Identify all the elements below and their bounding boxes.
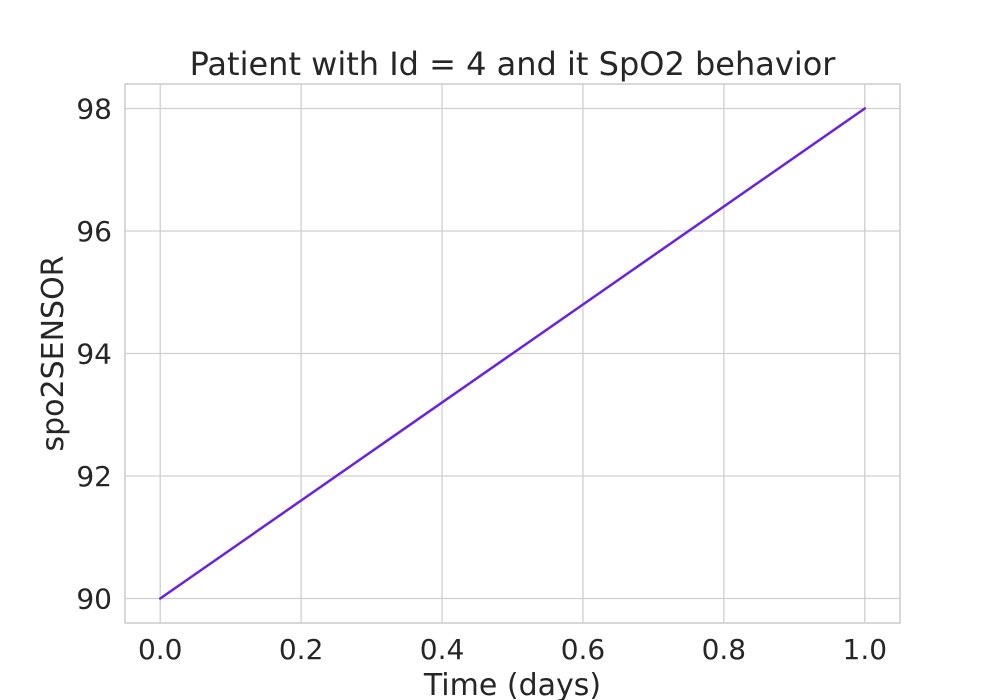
x-tick-label: 0.6 <box>561 633 606 666</box>
y-tick-label: 92 <box>76 460 112 493</box>
x-tick-label: 0.0 <box>138 633 183 666</box>
x-tick-label: 1.0 <box>843 633 888 666</box>
y-tick-label: 94 <box>76 338 112 371</box>
y-tick-labels: 90 92 94 96 98 <box>76 93 112 616</box>
plot-frame <box>124 83 901 624</box>
series-layer <box>158 107 867 600</box>
x-axis-label: Time (days) <box>423 668 601 700</box>
chart-title: Patient with Id = 4 and it SpO2 behavior <box>190 45 837 83</box>
y-tick-label: 96 <box>76 215 112 248</box>
y-tick-label: 98 <box>76 93 112 126</box>
x-tick-labels: 0.0 0.2 0.4 0.6 0.8 1.0 <box>138 633 887 666</box>
y-axis-label: spo2SENSOR <box>36 255 71 451</box>
x-tick-label: 0.2 <box>279 633 324 666</box>
x-tick-label: 0.8 <box>702 633 747 666</box>
series-line <box>158 107 867 600</box>
y-tick-label: 90 <box>76 583 112 616</box>
x-tick-label: 0.4 <box>420 633 465 666</box>
